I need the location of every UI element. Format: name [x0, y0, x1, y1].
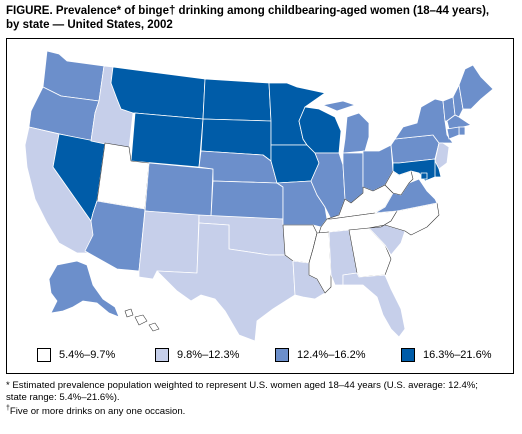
legend: 5.4%–9.7% 9.8%–12.3% 12.4%–16.2% 16.3%–2… [37, 345, 507, 365]
state-HI [124, 308, 160, 332]
figure-title-line1: FIGURE. Prevalence* of binge† drinking a… [6, 5, 490, 17]
state-CT [446, 126, 460, 140]
dagger-mark: † [6, 405, 10, 412]
state-WY [130, 112, 204, 168]
state-IA [270, 144, 320, 184]
legend-label-2: 9.8%–12.3% [177, 349, 240, 361]
state-NC [368, 202, 440, 236]
legend-item-2: 9.8%–12.3% [155, 345, 239, 365]
state-KS [210, 180, 284, 220]
footnote-1: * Estimated prevalence population weight… [6, 380, 478, 391]
state-AZ [84, 200, 146, 272]
legend-swatch-3 [275, 348, 289, 362]
legend-swatch-2 [155, 348, 169, 362]
legend-swatch-4 [401, 348, 415, 362]
footnote-1-cont: state range: 5.4%–21.6%). [6, 391, 120, 403]
state-NH [452, 84, 464, 118]
state-ND [202, 78, 272, 122]
legend-item-1: 5.4%–9.7% [37, 345, 115, 365]
figure-title-line2: by state — United States, 2002 [6, 19, 173, 31]
legend-label-1: 5.4%–9.7% [59, 349, 116, 361]
legend-swatch-1 [37, 348, 51, 362]
legend-label-4: 16.3%–21.6% [423, 349, 492, 361]
legend-item-3: 12.4%–16.2% [275, 345, 366, 365]
us-map [24, 50, 494, 342]
state-RI [458, 126, 466, 136]
state-NM [138, 210, 200, 280]
state-TX [156, 222, 296, 342]
footnotes: * Estimated prevalence population weight… [6, 380, 518, 418]
state-CO [144, 162, 214, 218]
footnote-2-text: Five or more drinks on any one occasion. [9, 406, 186, 418]
map-frame: 5.4%–9.7% 9.8%–12.3% 12.4%–16.2% 16.3%–2… [6, 38, 514, 374]
legend-label-3: 12.4%–16.2% [297, 349, 366, 361]
state-ME [458, 64, 494, 110]
figure-title: FIGURE. Prevalence* of binge† drinking a… [6, 4, 516, 32]
state-PA [390, 134, 440, 164]
state-FL [342, 272, 406, 338]
state-DC [420, 172, 428, 180]
legend-item-4: 16.3%–21.6% [401, 345, 492, 365]
state-MS [308, 231, 332, 294]
state-MI [322, 100, 370, 154]
footnote-2: †Five or more drinks on any one occasion… [6, 403, 518, 418]
state-AK [48, 260, 120, 318]
